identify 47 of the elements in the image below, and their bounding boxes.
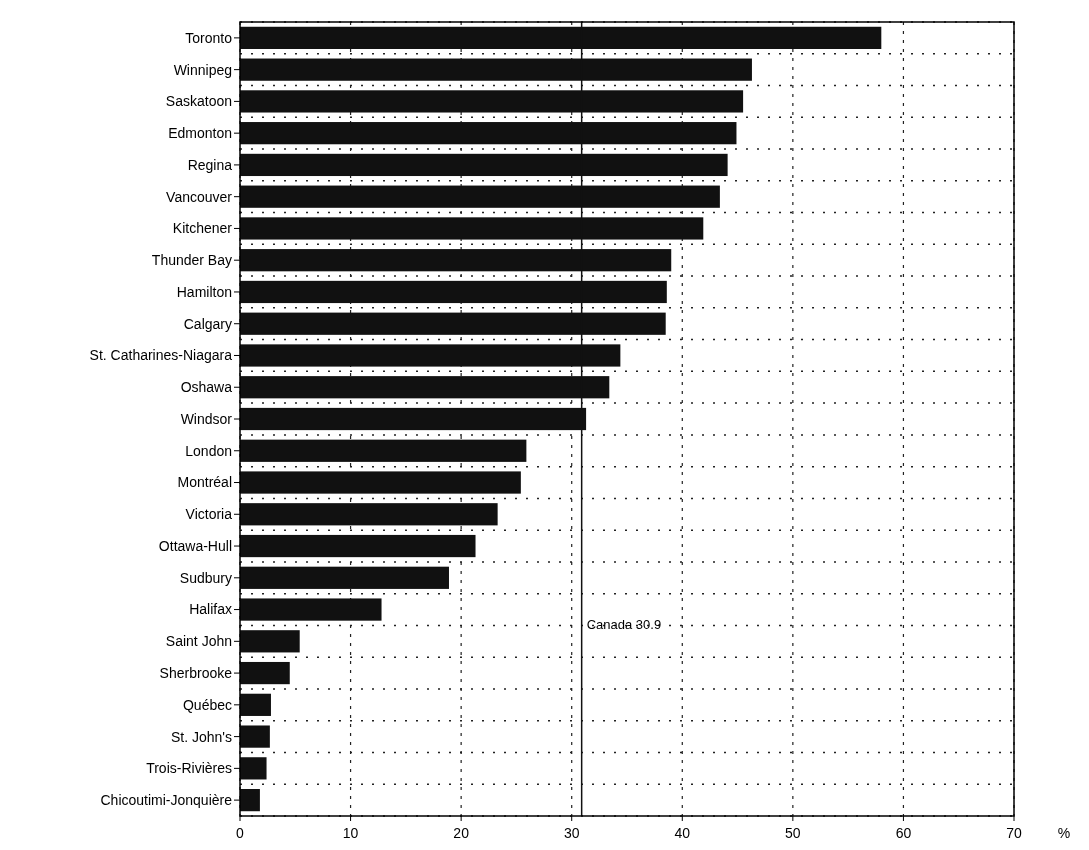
bar — [240, 630, 300, 653]
bar — [240, 661, 290, 685]
ref-line-label: Canada 30.9 — [586, 617, 662, 633]
bar — [240, 534, 476, 558]
y-tick-label: Ottawa-Hull — [158, 537, 232, 554]
y-tick-label: Vancouver — [166, 188, 233, 205]
bar — [240, 598, 382, 621]
bar — [240, 789, 260, 812]
y-tick-label: Hamilton — [176, 283, 232, 300]
y-tick-label: St. John's — [170, 728, 232, 745]
y-tick-label: Thunder Bay — [151, 252, 232, 269]
y-tick-label: Québec — [182, 696, 232, 713]
y-tick-label: Toronto — [185, 29, 233, 46]
y-tick-label: St. Catharines-Niagara — [89, 347, 233, 364]
bar — [240, 757, 267, 780]
bar — [240, 725, 270, 748]
y-tick-label: Saskatoon — [165, 93, 232, 110]
y-tick-label: Victoria — [185, 506, 233, 523]
bar — [240, 566, 449, 589]
x-tick-label: 30 — [563, 825, 580, 841]
x-tick-label: 50 — [785, 825, 801, 841]
bar — [240, 439, 527, 462]
y-tick-label: Saint John — [165, 633, 232, 650]
y-tick-label: Windsor — [180, 410, 233, 427]
y-tick-label: Calgary — [183, 315, 232, 332]
x-tick-label: 40 — [674, 825, 691, 841]
x-tick-label: 20 — [453, 825, 470, 841]
y-tick-label: Sudbury — [179, 569, 232, 586]
x-tick-label: 10 — [342, 825, 359, 841]
y-tick-label: Regina — [187, 156, 233, 173]
y-tick-label: Winnipeg — [173, 61, 232, 78]
x-axis-title: % — [1057, 825, 1071, 841]
bar — [240, 693, 271, 716]
bar — [240, 471, 521, 494]
y-tick-label: Trois-Rivières — [146, 760, 232, 777]
y-tick-label: Montréal — [177, 474, 232, 491]
y-tick-label: Sherbrooke — [159, 664, 233, 681]
y-tick-label: Oshawa — [180, 379, 233, 396]
y-tick-label: Chicoutimi-Jonquière — [100, 792, 233, 809]
x-tick-label: 70 — [1006, 825, 1022, 841]
y-tick-label: Kitchener — [172, 220, 233, 237]
y-tick-label: London — [185, 442, 232, 459]
y-tick-label: Edmonton — [168, 125, 232, 142]
bar — [240, 503, 498, 526]
y-tick-label: Halifax — [189, 601, 232, 618]
x-tick-label: 60 — [895, 825, 912, 841]
x-tick-label: 0 — [236, 825, 245, 841]
